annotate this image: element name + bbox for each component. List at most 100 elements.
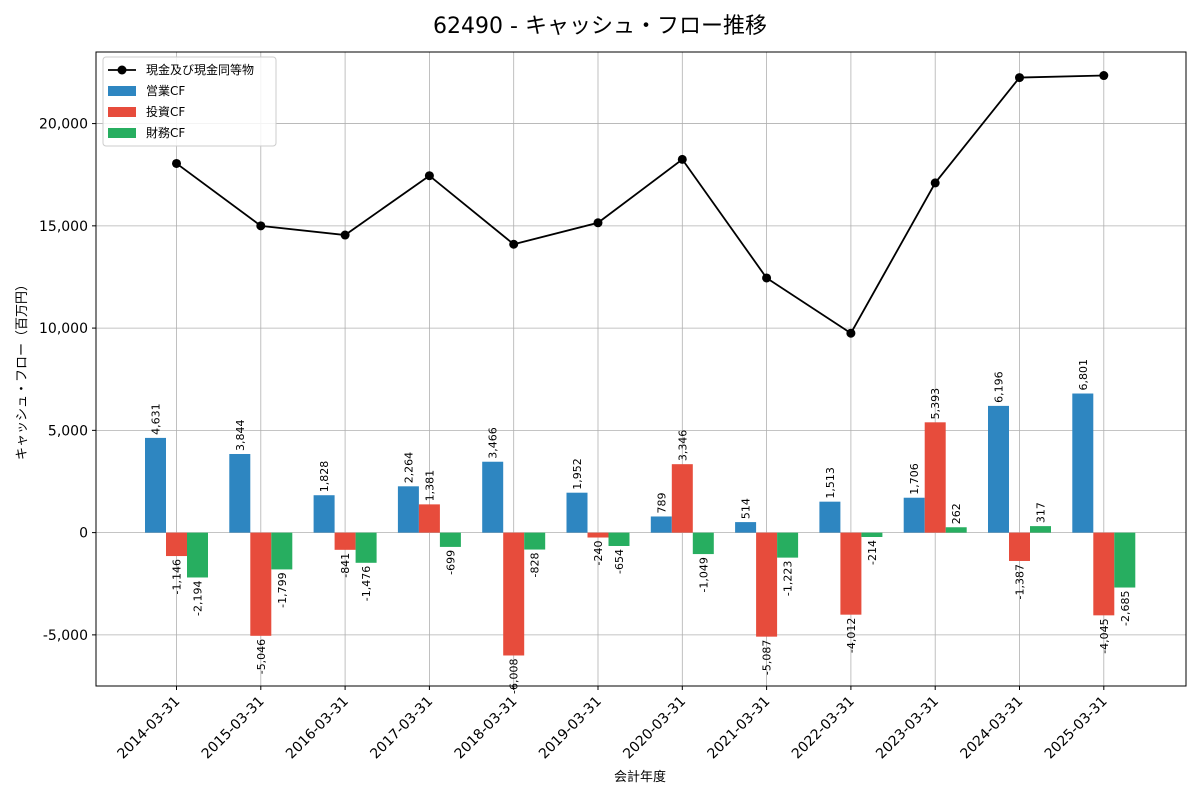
- bar: [418, 504, 440, 533]
- bar: [1093, 532, 1115, 616]
- bar: [861, 532, 883, 537]
- bar: [166, 532, 187, 557]
- x-tick-label: 2018-03-31: [452, 694, 521, 763]
- legend-entry: 現金及び現金同等物: [146, 62, 254, 77]
- bar-value-label: 2,264: [402, 452, 415, 484]
- bar: [650, 516, 672, 533]
- bar: [313, 495, 335, 533]
- bar: [671, 464, 693, 533]
- bar: [988, 405, 1009, 533]
- x-axis-label: 会計年度: [614, 769, 666, 785]
- bar-series: [145, 393, 1136, 656]
- bar-value-labels: 4,631 3,844 1,828 2,264 3,466 1,952 789 514 1,51…: [150, 359, 1132, 694]
- bar-value-label: -1,146: [171, 559, 184, 594]
- line-point: [256, 221, 266, 231]
- bar-value-label: 1,828: [318, 461, 331, 493]
- x-tick-label: 2019-03-31: [536, 694, 605, 763]
- y-axis-ticks: -5,000 0 5,000 10,000 15,000 20,000: [39, 117, 96, 644]
- y-tick-label: 15,000: [39, 219, 88, 235]
- bar: [945, 527, 967, 533]
- legend-box: [102, 56, 277, 147]
- bar-value-label: -1,387: [1014, 564, 1027, 599]
- line-point: [1015, 73, 1024, 83]
- bar-value-label: 3,844: [234, 419, 247, 451]
- bar: [1030, 526, 1051, 533]
- bar-value-label: 1,513: [824, 467, 837, 499]
- bar: [334, 532, 356, 550]
- line-point: [424, 171, 434, 181]
- line-point: [1099, 71, 1109, 81]
- bar: [229, 453, 251, 533]
- bar-value-label: 1,952: [571, 458, 584, 490]
- y-tick-label: -5,000: [43, 628, 88, 644]
- bar: [1009, 532, 1030, 561]
- legend-entry: 財務CF: [146, 125, 185, 140]
- line-point: [172, 158, 181, 168]
- bar: [187, 532, 208, 578]
- bar-value-label: 5,393: [929, 388, 942, 420]
- bar: [355, 532, 377, 563]
- bar-value-label: -6,008: [508, 658, 521, 693]
- bar-value-label: -2,194: [192, 580, 205, 615]
- bar-value-label: 6,196: [993, 371, 1006, 403]
- chart-title: 62490 - キャッシュ・フロー推移: [433, 14, 767, 39]
- x-tick-label: 2016-03-31: [283, 694, 352, 763]
- bar: [903, 497, 925, 533]
- plot-frame: [95, 51, 1187, 687]
- bar-value-label: -2,685: [1119, 591, 1132, 626]
- bar-value-label: 3,466: [487, 427, 500, 459]
- bar: [777, 532, 799, 558]
- line-point: [593, 218, 603, 228]
- bar: [1072, 393, 1094, 533]
- x-tick-label: 2017-03-31: [367, 694, 436, 763]
- bar-value-label: -1,799: [276, 572, 289, 607]
- bar-value-label: 317: [1035, 502, 1048, 523]
- bar-value-label: -841: [339, 553, 352, 578]
- bar-value-label: 514: [740, 498, 753, 519]
- line-point: [509, 239, 519, 249]
- y-tick-label: 10,000: [39, 321, 88, 337]
- bar-value-label: -240: [592, 541, 605, 566]
- line-point: [930, 178, 940, 188]
- x-tick-label: 2015-03-31: [199, 694, 268, 763]
- bar: [756, 532, 778, 637]
- y-tick-label: 20,000: [39, 117, 88, 133]
- bar-value-label: 1,706: [908, 463, 921, 495]
- line-point: [762, 273, 772, 283]
- x-tick-label: 2025-03-31: [1042, 694, 1111, 763]
- x-tick-label: 2014-03-31: [114, 694, 183, 763]
- bar-value-label: 4,631: [150, 403, 163, 435]
- bar: [608, 532, 630, 546]
- y-tick-label: 5,000: [48, 423, 88, 439]
- legend-swatch: [108, 128, 136, 138]
- bar: [692, 532, 714, 555]
- bar-value-label: -1,476: [360, 566, 373, 601]
- bar-value-label: -5,046: [255, 639, 268, 674]
- line-series: [172, 71, 1109, 338]
- bar-value-label: -1,223: [782, 561, 795, 596]
- bar-value-label: 789: [655, 492, 668, 513]
- legend-entry: 投資CF: [146, 104, 185, 119]
- bar: [250, 532, 272, 636]
- bar: [145, 437, 166, 533]
- bar: [924, 422, 946, 533]
- legend-swatch: [108, 107, 136, 117]
- bar-value-label: 6,801: [1077, 359, 1090, 391]
- legend-swatch: [108, 86, 136, 96]
- bar-value-label: 262: [950, 503, 963, 524]
- y-tick-label: 0: [79, 526, 88, 542]
- bar: [840, 532, 862, 615]
- bar-value-label: -5,087: [761, 640, 774, 675]
- bar-value-label: -4,045: [1098, 618, 1111, 653]
- x-tick-label: 2021-03-31: [705, 694, 774, 763]
- bar: [482, 461, 504, 533]
- bar: [1114, 532, 1136, 588]
- bar-value-label: -828: [529, 553, 542, 578]
- bar: [566, 492, 588, 533]
- x-tick-label: 2022-03-31: [789, 694, 858, 763]
- bar: [524, 532, 546, 550]
- x-axis-ticks: 2014-03-31 2015-03-31 2016-03-31 2017-03-31…: [114, 686, 1111, 763]
- bar: [735, 522, 757, 533]
